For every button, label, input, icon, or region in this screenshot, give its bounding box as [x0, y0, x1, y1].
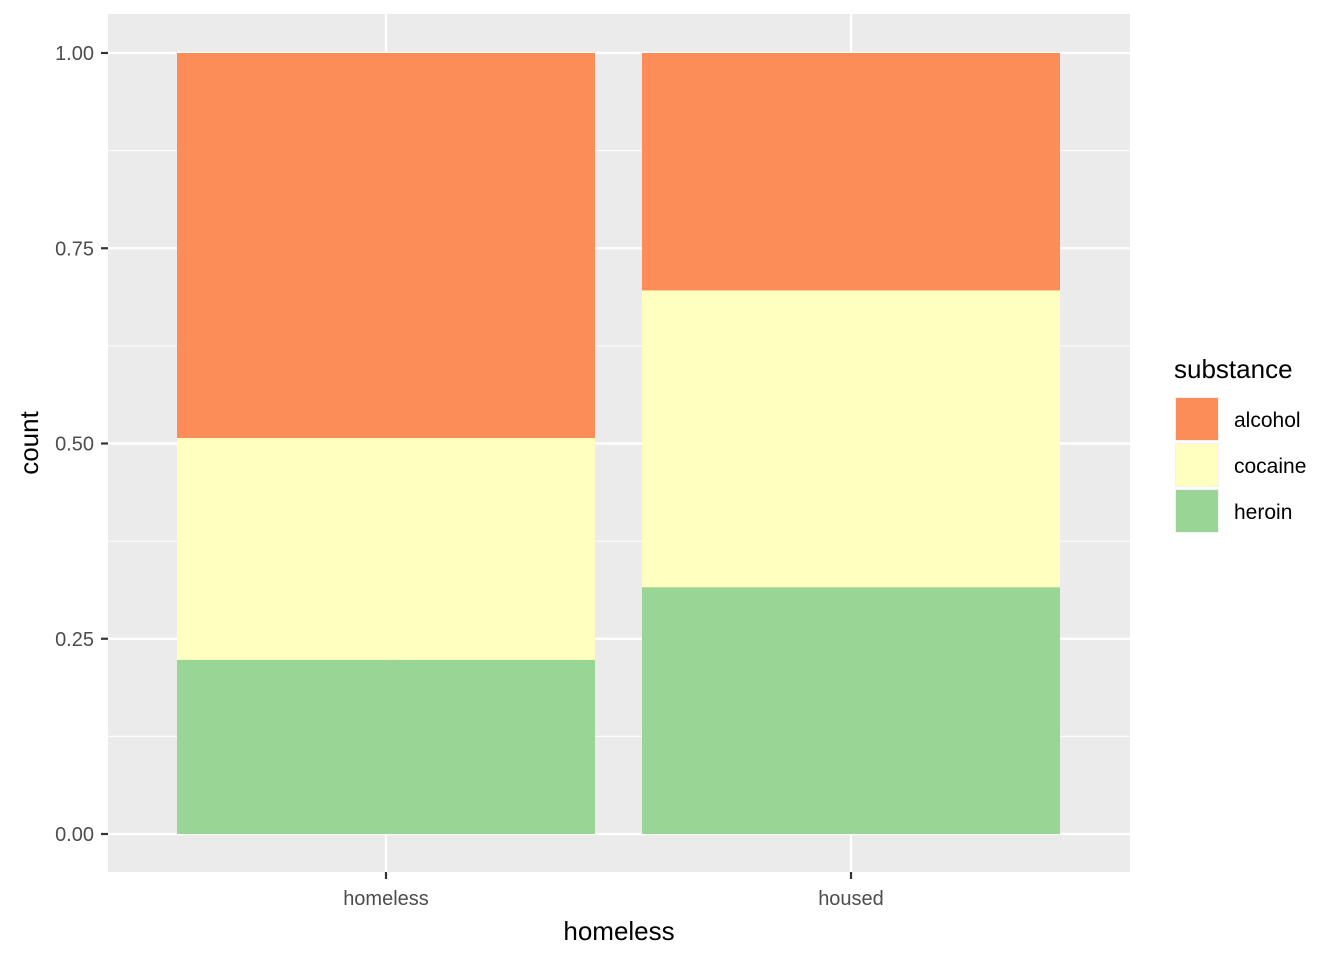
- legend-label-heroin: heroin: [1234, 501, 1292, 524]
- legend-label-alcohol: alcohol: [1234, 409, 1301, 432]
- x-tick-label: housed: [818, 888, 884, 910]
- bar-housed-cocaine: [642, 290, 1060, 588]
- legend-label-cocaine: cocaine: [1234, 455, 1306, 478]
- bar-housed-alcohol: [642, 53, 1060, 291]
- x-axis-title: homeless: [563, 916, 674, 946]
- bar-homeless-cocaine: [177, 438, 595, 660]
- legend: substance alcohol cocaine heroin: [1174, 354, 1306, 533]
- y-tick-label: 0.50: [55, 434, 94, 456]
- bar-housed-heroin: [642, 587, 1060, 834]
- bar-homeless-alcohol: [177, 53, 595, 439]
- legend-swatch-alcohol: [1176, 398, 1218, 440]
- y-axis-title: count: [14, 410, 44, 474]
- legend-swatch-heroin: [1176, 490, 1218, 532]
- bars: [177, 53, 1060, 834]
- y-tick-label: 0.00: [55, 824, 94, 846]
- y-tick-label: 1.00: [55, 43, 94, 65]
- y-tick-label: 0.25: [55, 629, 94, 651]
- bar-homeless-heroin: [177, 659, 595, 834]
- y-axis: 0.00 0.25 0.50 0.75 1.00: [55, 43, 108, 846]
- y-tick-label: 0.75: [55, 238, 94, 260]
- legend-title: substance: [1174, 354, 1293, 384]
- legend-swatch-cocaine: [1176, 444, 1218, 486]
- x-tick-label: homeless: [343, 888, 429, 910]
- x-axis: homeless housed: [343, 872, 884, 910]
